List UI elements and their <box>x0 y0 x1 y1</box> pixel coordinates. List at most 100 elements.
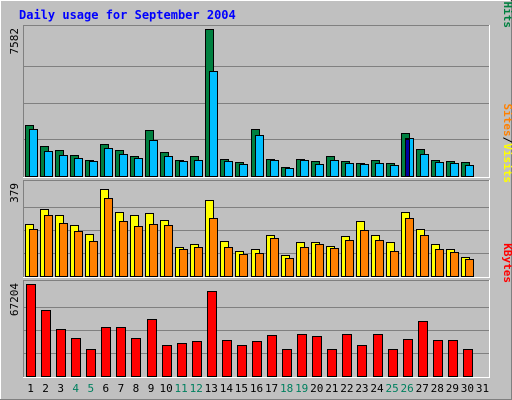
bar-files-day-25 <box>390 165 399 177</box>
bar-files-day-3 <box>59 155 68 177</box>
bar-kbytes-day-14 <box>222 340 232 377</box>
bar-files-day-27 <box>420 154 429 177</box>
x-tick-label-day-10: 10 <box>159 382 172 395</box>
bar-sites-day-8 <box>134 226 143 277</box>
bar-kbytes-day-25 <box>388 349 398 377</box>
x-tick-label-day-8: 8 <box>133 382 140 395</box>
bar-sites-day-6 <box>104 198 113 277</box>
bar-files-day-20 <box>315 164 324 177</box>
bar-kbytes-day-20 <box>312 336 322 377</box>
bar-files-day-21 <box>330 160 339 177</box>
bar-files-day-11 <box>179 161 188 177</box>
x-tick-label-day-5: 5 <box>87 382 94 395</box>
bar-kbytes-day-28 <box>433 340 443 377</box>
chart-panels: 7582Pages/Files/Hits379Sites/Visits67204… <box>8 0 512 378</box>
bar-kbytes-day-9 <box>147 319 157 377</box>
bar-sites-day-28 <box>435 249 444 277</box>
bar-files-day-19 <box>300 160 309 177</box>
bar-sites-day-10 <box>164 225 173 277</box>
bar-kbytes-day-29 <box>448 340 458 377</box>
bar-kbytes-day-5 <box>86 349 96 377</box>
bar-files-day-10 <box>164 156 173 177</box>
x-tick-label-day-3: 3 <box>57 382 64 395</box>
bar-files-day-8 <box>134 158 143 177</box>
bar-sites-day-18 <box>285 258 294 277</box>
bar-sites-day-14 <box>224 247 233 277</box>
x-tick-label-day-16: 16 <box>250 382 263 395</box>
bar-kbytes-day-15 <box>237 345 247 377</box>
bar-files-day-15 <box>239 164 248 177</box>
bar-files-day-4 <box>74 158 83 177</box>
bar-pages-day-26 <box>405 139 410 177</box>
bar-files-day-14 <box>224 161 233 177</box>
bar-kbytes-day-3 <box>56 329 66 377</box>
bar-sites-day-24 <box>375 240 384 277</box>
bar-sites-day-25 <box>390 251 399 277</box>
x-axis-labels: 1 2 3 4 5 6 7 8 9 10 11 12 13 14 15 16 17 18 19 20 21 22 23 24 2… <box>27 382 489 395</box>
bar-kbytes-day-19 <box>297 334 307 377</box>
x-tick-label-day-23: 23 <box>355 382 368 395</box>
bar-kbytes-day-26 <box>403 339 413 377</box>
panel-visits-max-label: 379 <box>8 183 21 203</box>
bar-sites-day-26 <box>405 218 414 277</box>
legend-item-visits: Visits <box>501 143 512 183</box>
x-tick-label-day-20: 20 <box>310 382 323 395</box>
bar-files-day-29 <box>450 163 459 177</box>
x-tick-label-day-24: 24 <box>370 382 384 395</box>
x-tick-label-day-25: 25 <box>385 382 398 395</box>
bar-sites-day-21 <box>330 248 339 277</box>
bar-files-day-28 <box>435 162 444 177</box>
bar-kbytes-day-12 <box>192 341 202 377</box>
bar-files-day-16 <box>255 135 264 177</box>
x-tick-label-day-18: 18 <box>280 382 293 395</box>
x-tick-label-day-21: 21 <box>325 382 338 395</box>
panel-hits-max-label: 7582 <box>8 28 21 55</box>
bar-sites-day-30 <box>465 259 474 277</box>
bar-sites-day-19 <box>300 247 309 277</box>
legend-item-hits: Hits <box>501 2 512 29</box>
bar-files-day-18 <box>285 168 294 177</box>
x-tick-label-day-19: 19 <box>295 382 308 395</box>
bar-files-day-6 <box>104 148 113 177</box>
bar-kbytes-day-21 <box>327 349 337 377</box>
bar-kbytes-day-10 <box>162 345 172 377</box>
bar-files-day-22 <box>345 163 354 177</box>
bar-files-day-24 <box>375 163 384 177</box>
bar-files-day-12 <box>194 160 203 177</box>
bar-kbytes-day-22 <box>342 334 352 377</box>
bar-sites-day-29 <box>450 252 459 277</box>
x-tick-label-day-6: 6 <box>103 382 110 395</box>
bar-kbytes-day-13 <box>207 291 217 377</box>
x-tick-label-day-2: 2 <box>42 382 49 395</box>
x-tick-label-day-12: 12 <box>190 382 203 395</box>
bar-sites-day-4 <box>74 231 83 277</box>
bar-sites-day-17 <box>270 238 279 277</box>
panel-hits-legend: Pages/Files/Hits <box>501 0 512 28</box>
bar-kbytes-day-7 <box>116 327 126 377</box>
bar-files-day-17 <box>270 160 279 177</box>
bar-kbytes-day-27 <box>418 321 428 377</box>
bar-sites-day-11 <box>179 249 188 277</box>
bar-kbytes-day-18 <box>282 349 292 377</box>
bar-sites-day-2 <box>44 215 53 277</box>
x-tick-label-day-15: 15 <box>235 382 248 395</box>
bar-kbytes-day-11 <box>177 343 187 377</box>
bar-sites-day-5 <box>89 241 98 277</box>
x-tick-label-day-9: 9 <box>148 382 155 395</box>
legend-separator: / <box>501 137 512 144</box>
x-tick-label-day-4: 4 <box>72 382 79 395</box>
bar-files-day-7 <box>119 154 128 177</box>
x-tick-label-day-28: 28 <box>431 382 444 395</box>
legend-item-sites: Sites <box>501 104 512 137</box>
bar-files-day-9 <box>149 140 158 177</box>
bar-files-day-1 <box>29 129 38 177</box>
bar-files-day-13 <box>209 71 218 177</box>
x-tick-label-day-7: 7 <box>118 382 125 395</box>
bar-kbytes-day-17 <box>267 335 277 377</box>
bar-kbytes-day-23 <box>357 345 367 377</box>
x-tick-label-day-17: 17 <box>265 382 278 395</box>
bar-kbytes-day-8 <box>131 338 141 377</box>
bar-kbytes-day-24 <box>373 334 383 377</box>
x-tick-label-day-14: 14 <box>220 382 234 395</box>
